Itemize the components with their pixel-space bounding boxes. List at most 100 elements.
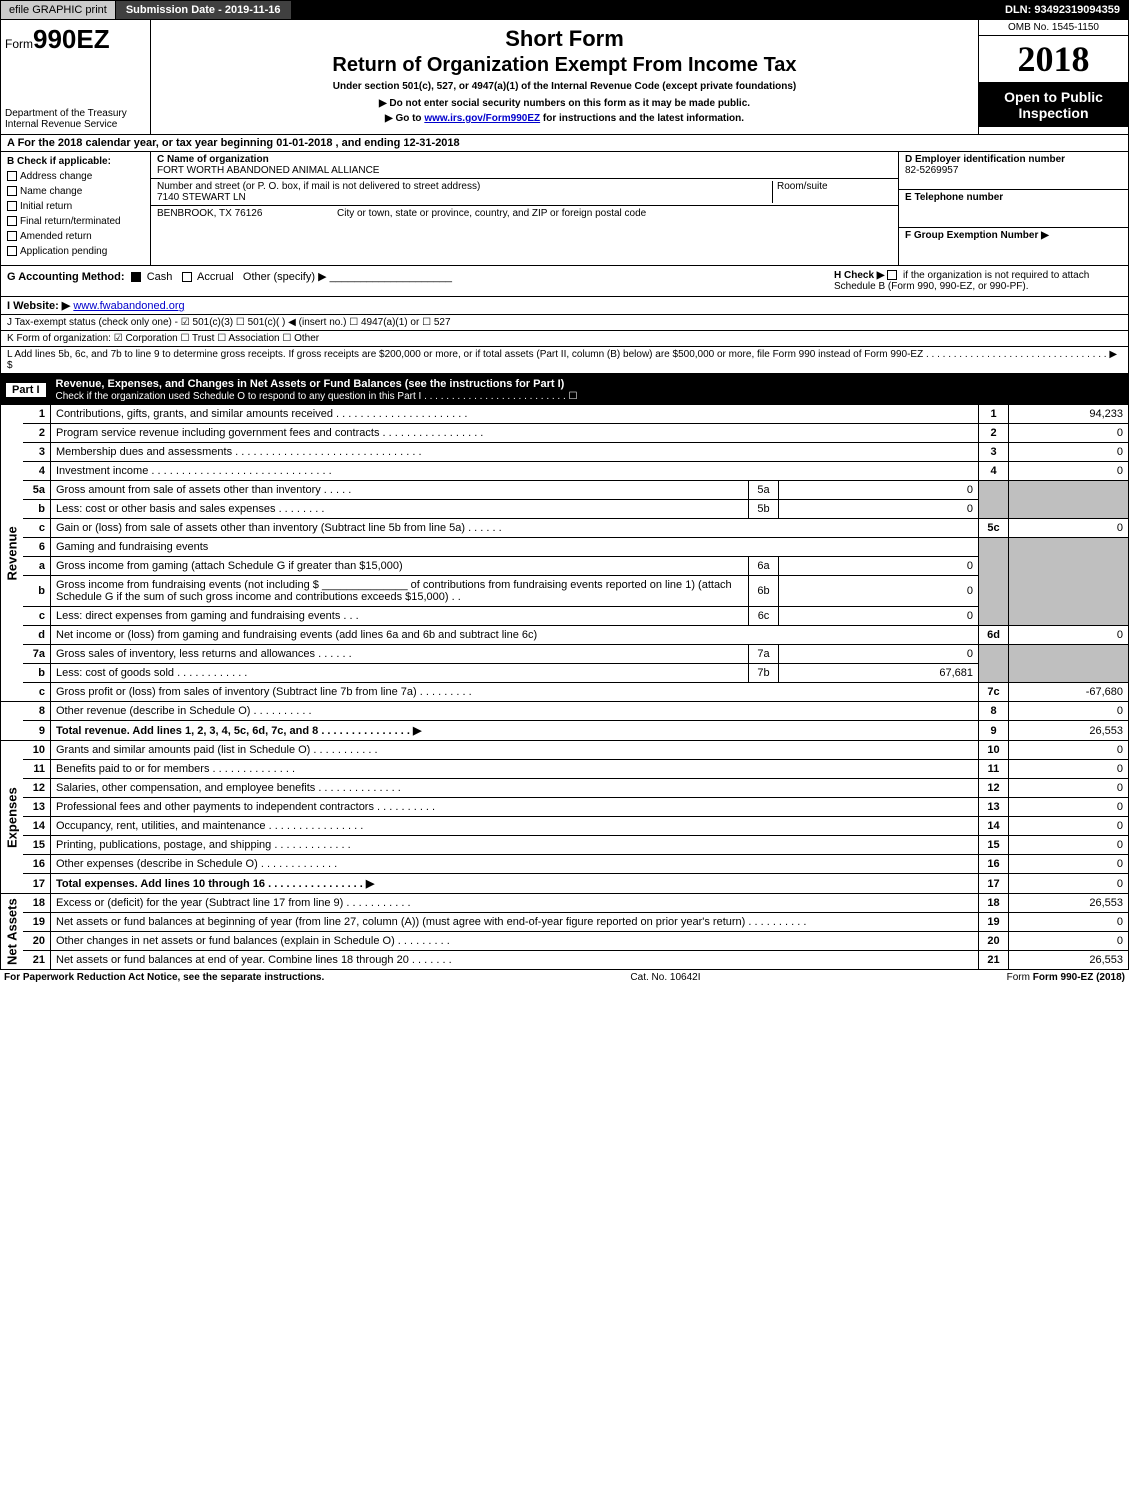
street-label: Number and street (or P. O. box, if mail… [157, 181, 772, 192]
box-d-e-f: D Employer identification number 82-5269… [898, 152, 1128, 265]
desc-2: Program service revenue including govern… [51, 424, 979, 443]
val-15: 0 [1009, 836, 1129, 855]
cb-final-return[interactable] [7, 216, 17, 226]
mv-5a: 0 [779, 481, 979, 500]
ln-21: 21 [23, 951, 51, 970]
desc-7c: Gross profit or (loss) from sales of inv… [51, 683, 979, 702]
rn-12: 12 [979, 779, 1009, 798]
val-10: 0 [1009, 741, 1129, 760]
row-k: K Form of organization: ☑ Corporation ☐ … [1, 331, 1128, 347]
cb-h[interactable] [887, 270, 897, 280]
ln-7a: 7a [23, 645, 51, 664]
ln-16: 16 [23, 855, 51, 874]
row-g-label: G Accounting Method: [7, 271, 125, 283]
note-goto-pre: ▶ Go to [385, 113, 424, 124]
efile-print-button[interactable]: efile GRAPHIC print [1, 1, 116, 19]
footer-mid: Cat. No. 10642I [630, 972, 700, 983]
ln-11: 11 [23, 760, 51, 779]
desc-1: Contributions, gifts, grants, and simila… [51, 405, 979, 424]
row-l: L Add lines 5b, 6c, and 7b to line 9 to … [1, 347, 1128, 374]
vlabel-revenue-cont [1, 702, 23, 741]
rn-8: 8 [979, 702, 1009, 721]
vlabel-expenses: Expenses [1, 741, 23, 894]
box-d-label: D Employer identification number [905, 154, 1065, 165]
page-footer: For Paperwork Reduction Act Notice, see … [0, 970, 1129, 985]
lbl-final-return: Final return/terminated [20, 216, 121, 227]
lbl-initial-return: Initial return [20, 201, 72, 212]
cb-amended-return[interactable] [7, 231, 17, 241]
rn-6d: 6d [979, 626, 1009, 645]
rn-10: 10 [979, 741, 1009, 760]
val-1: 94,233 [1009, 405, 1129, 424]
ln-17: 17 [23, 874, 51, 894]
lbl-application-pending: Application pending [20, 246, 107, 257]
rn-4: 4 [979, 462, 1009, 481]
cb-accrual[interactable] [182, 272, 192, 282]
rn-5c: 5c [979, 519, 1009, 538]
row-a-prefix: A For the 2018 calendar year, or tax yea… [7, 137, 276, 149]
vlabel-revenue: Revenue [1, 405, 23, 702]
box-c: C Name of organization FORT WORTH ABANDO… [151, 152, 898, 265]
rn-7c: 7c [979, 683, 1009, 702]
val-9: 26,553 [1009, 721, 1129, 741]
shade-6 [979, 538, 1009, 626]
section-g-h: G Accounting Method: Cash Accrual Other … [0, 266, 1129, 375]
desc-8: Other revenue (describe in Schedule O) .… [51, 702, 979, 721]
row-h-label: H Check ▶ [834, 270, 884, 281]
desc-11: Benefits paid to or for members . . . . … [51, 760, 979, 779]
ln-7c: c [23, 683, 51, 702]
cb-cash[interactable] [131, 272, 141, 282]
desc-17: Total expenses. Add lines 10 through 16 … [51, 874, 979, 894]
row-g: G Accounting Method: Cash Accrual Other … [1, 266, 1128, 297]
cb-address-change[interactable] [7, 171, 17, 181]
mv-6a: 0 [779, 557, 979, 576]
val-11: 0 [1009, 760, 1129, 779]
ln-1: 1 [23, 405, 51, 424]
val-4: 0 [1009, 462, 1129, 481]
city-label: City or town, state or province, country… [317, 208, 892, 219]
short-form-title: Short Form [161, 26, 968, 52]
form-number: 990EZ [33, 24, 110, 54]
desc-13: Professional fees and other payments to … [51, 798, 979, 817]
ln-5c: c [23, 519, 51, 538]
val-16: 0 [1009, 855, 1129, 874]
mn-6c: 6c [749, 607, 779, 626]
ln-14: 14 [23, 817, 51, 836]
top-bar: efile GRAPHIC print Submission Date - 20… [0, 0, 1129, 20]
desc-14: Occupancy, rent, utilities, and maintena… [51, 817, 979, 836]
cb-name-change[interactable] [7, 186, 17, 196]
rn-1: 1 [979, 405, 1009, 424]
note-goto: ▶ Go to www.irs.gov/Form990EZ for instru… [161, 113, 968, 124]
row-b-wrap: B Check if applicable: Address change Na… [1, 152, 1128, 265]
mv-6b: 0 [779, 576, 979, 607]
desc-10: Grants and similar amounts paid (list in… [51, 741, 979, 760]
lbl-address-change: Address change [20, 171, 92, 182]
rn-18: 18 [979, 894, 1009, 913]
shade-6v [1009, 538, 1129, 626]
box-e-label: E Telephone number [905, 192, 1003, 203]
room-label: Room/suite [777, 181, 892, 192]
ln-4: 4 [23, 462, 51, 481]
desc-20: Other changes in net assets or fund bala… [51, 932, 979, 951]
irs-link[interactable]: www.irs.gov/Form990EZ [424, 113, 540, 124]
rn-13: 13 [979, 798, 1009, 817]
box-b-title: B Check if applicable: [7, 156, 111, 167]
ln-20: 20 [23, 932, 51, 951]
shade-5v [1009, 481, 1129, 519]
box-f-label: F Group Exemption Number [905, 230, 1038, 241]
cb-application-pending[interactable] [7, 246, 17, 256]
ln-6: 6 [23, 538, 51, 557]
vlabel-net-assets: Net Assets [1, 894, 23, 970]
cb-initial-return[interactable] [7, 201, 17, 211]
val-5c: 0 [1009, 519, 1129, 538]
desc-6: Gaming and fundraising events [51, 538, 979, 557]
note-ssn: ▶ Do not enter social security numbers o… [161, 98, 968, 109]
website-link[interactable]: www.fwabandoned.org [73, 300, 184, 312]
lbl-other: Other (specify) ▶ [243, 271, 327, 283]
ln-18: 18 [23, 894, 51, 913]
shade-5 [979, 481, 1009, 519]
lines-table: Revenue 1 Contributions, gifts, grants, … [0, 405, 1129, 970]
row-j: J Tax-exempt status (check only one) - ☑… [1, 315, 1128, 331]
rn-17: 17 [979, 874, 1009, 894]
rn-20: 20 [979, 932, 1009, 951]
